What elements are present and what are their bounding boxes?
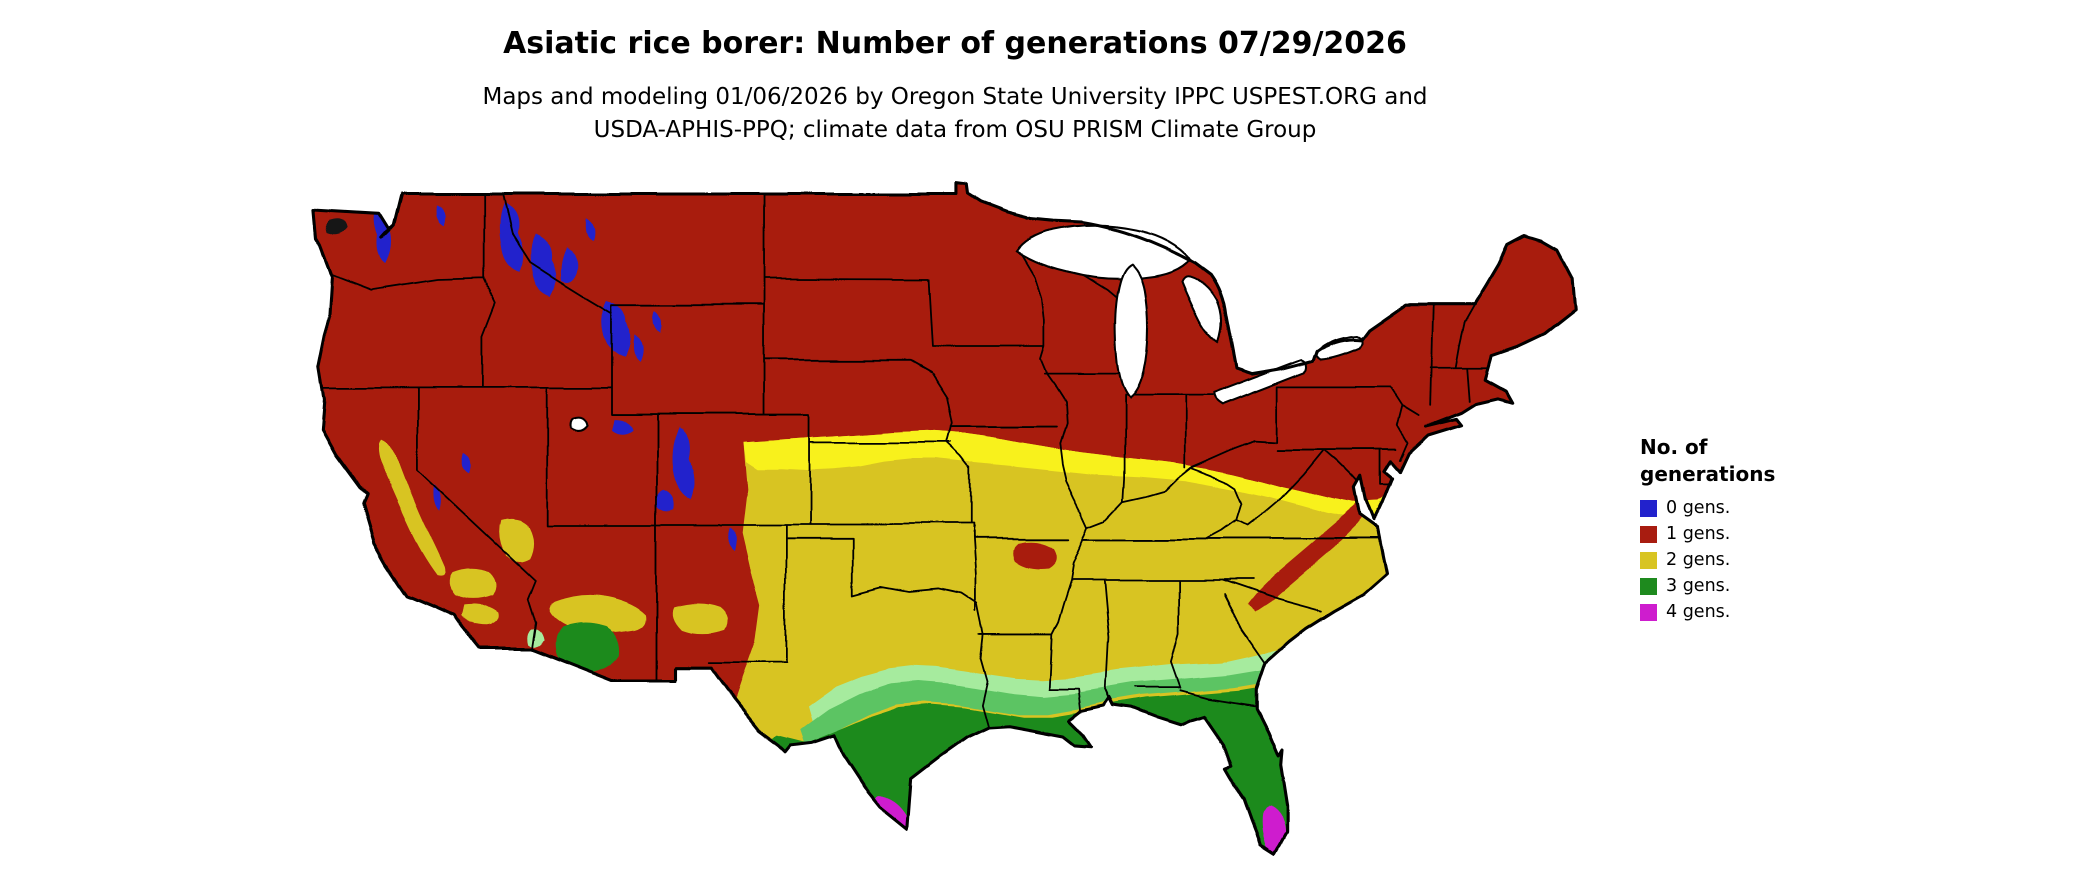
legend-swatch-1-gens [1640, 525, 1657, 543]
state-borders [317, 193, 1491, 728]
legend-label-3-gens: 3 gens. [1666, 576, 1731, 596]
legend-label-0-gens: 0 gens. [1666, 498, 1731, 518]
legend-swatch-2-gens [1640, 551, 1657, 569]
map-region-3gen-southern-arizona [553, 623, 620, 674]
legend-title: No. of generations [1640, 434, 1860, 488]
map-region-2-generations-bright-fringe [743, 430, 1445, 518]
map-region-3gen-light-carolina-coast [1318, 611, 1355, 662]
map-region-3gen-mid-strip [799, 629, 1363, 745]
map-region-2gen-mojave [448, 569, 497, 601]
map-region-0gen-sangre-de-cristo [728, 527, 737, 551]
lake-ontario [1314, 336, 1363, 362]
map-region-3gen-light-strip [806, 617, 1363, 725]
map-region-0gen-bighorns [653, 310, 663, 334]
map-region-4gen-florida-keys [1254, 862, 1260, 868]
legend-swatch-3-gens [1640, 577, 1657, 595]
legend-swatch-4-gens [1640, 603, 1657, 621]
legend-label-4-gens: 4 gens. [1666, 602, 1731, 622]
legend: No. of generations 0 gens. 1 gens. 2 gen… [1640, 434, 1860, 625]
us-outline [312, 182, 1577, 854]
lake-michigan [1114, 262, 1150, 400]
subtitle-line-2: USDA-APHIS-PPQ; climate data from OSU PR… [593, 117, 1317, 143]
map-region-1gen-appalachian-tongue [1246, 501, 1368, 612]
map-region-0gen-colorado-rockies [671, 427, 695, 500]
map-region-4gen-florida-keys [1243, 868, 1248, 873]
page-title: Asiatic rice borer: Number of generation… [503, 26, 1407, 61]
legend-title-line-2: generations [1640, 462, 1776, 486]
us-generations-map [312, 182, 1577, 873]
map-region-0gen-sierra-nevada-2 [463, 453, 472, 474]
subtitle-line-1: Maps and modeling 01/06/2026 by Oregon S… [482, 84, 1428, 110]
legend-item-3-gens: 3 gens. [1640, 573, 1860, 599]
map-region-0gen-selkirks [433, 205, 444, 226]
legend-item-0-gens: 0 gens. [1640, 495, 1860, 521]
legend-item-4-gens: 4 gens. [1640, 599, 1860, 625]
map-region-0gen-montana-rockies [559, 246, 577, 281]
legend-title-line-1: No. of [1640, 435, 1708, 459]
legend-item-1-gens: 1 gens. [1640, 521, 1860, 547]
great-salt-lake [568, 415, 589, 432]
map-region-3gen-light-yuma [525, 629, 543, 647]
map-region-2gen-socal [462, 606, 499, 628]
lake-huron [1181, 275, 1224, 346]
map-region-2gen-southern-new-mexico [671, 602, 728, 634]
map-region-0gen-montana-front [585, 218, 595, 242]
map-region-0gen-uintas [611, 420, 633, 435]
map-region-olympic-peaks [327, 219, 350, 236]
lake-erie [1212, 358, 1308, 406]
map-container [308, 167, 1594, 883]
map-region-0gen-wind-river [632, 335, 643, 364]
legend-label-2-gens: 2 gens. [1666, 550, 1731, 570]
map-region-0gen-yellowstone [601, 299, 631, 359]
map-region-0gen-sierra-nevada-1 [433, 484, 441, 513]
map-region-1gen-ozarks [1013, 541, 1057, 569]
legend-label-1-gens: 1 gens. [1666, 524, 1731, 544]
legend-swatch-0-gens [1640, 499, 1657, 517]
map-region-0gen-san-juans [655, 489, 674, 512]
map-region-2gen-southern-nevada [499, 518, 534, 562]
legend-item-2-gens: 2 gens. [1640, 547, 1860, 573]
map-region-0gen-idaho-rockies-2 [529, 233, 555, 295]
map-region-0gen-idaho-rockies-1 [498, 202, 523, 272]
map-region-2gen-arizona-band [547, 594, 646, 633]
map-region-2gen-california-central-valley [377, 440, 445, 577]
